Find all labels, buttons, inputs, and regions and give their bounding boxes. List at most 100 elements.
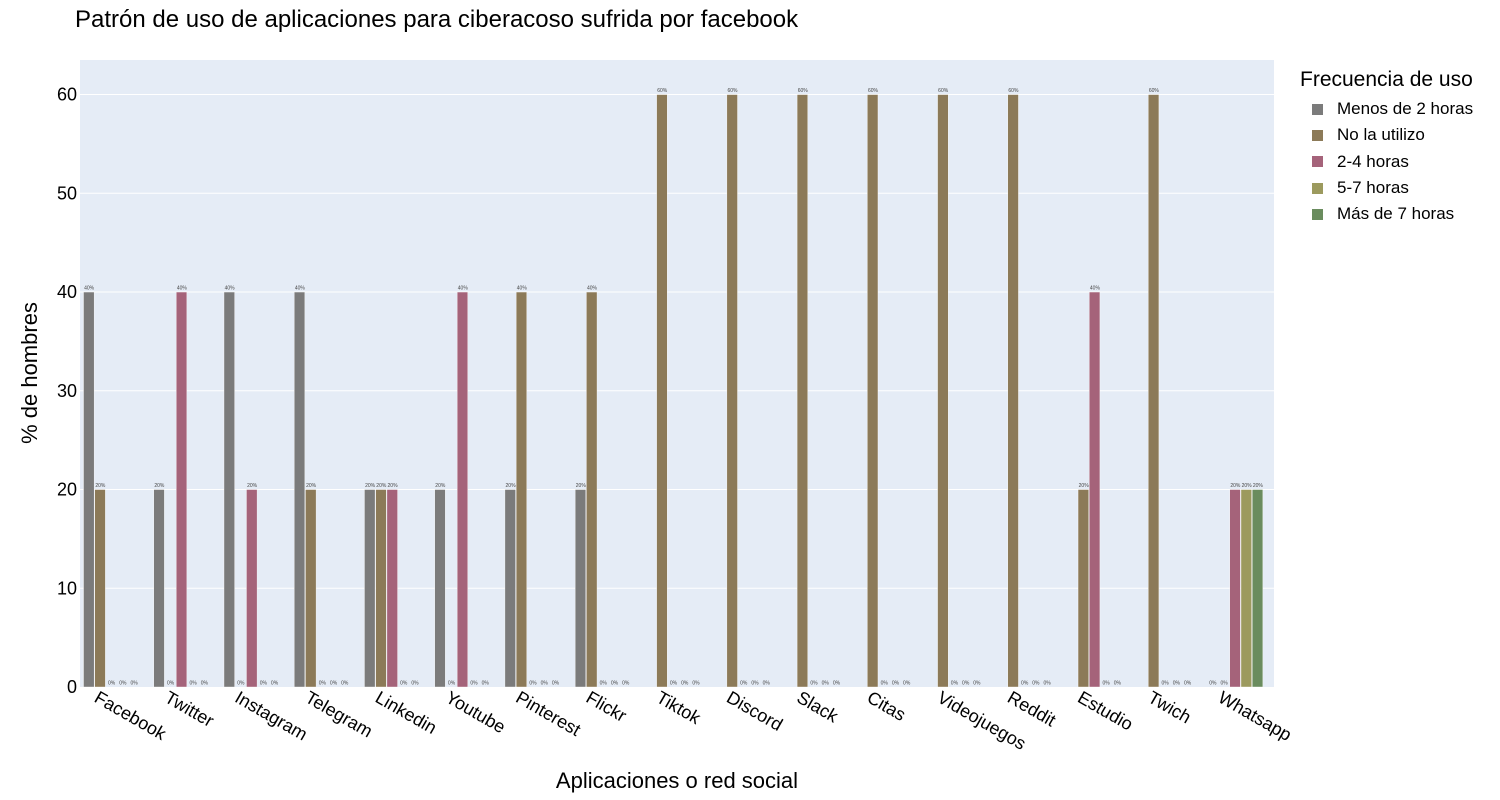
bar-labels: 40%20%0% 0% 0%20%0%40%0% 0%40%0%20%0% 0%40%2… <box>84 88 1263 686</box>
legend-item[interactable]: Más de 7 horas <box>1300 201 1473 227</box>
bar-data-label: 0% <box>271 681 279 687</box>
bar-data-label: 20% <box>576 483 587 489</box>
bar-data-label: 20% <box>154 483 165 489</box>
bar-data-label: 0% <box>482 681 490 687</box>
bar-data-label: 0% <box>237 681 245 687</box>
bar <box>937 94 949 688</box>
x-tick-label: Whatsapp <box>1215 687 1295 745</box>
legend-item[interactable]: 5-7 horas <box>1300 175 1473 201</box>
legend-label: 5-7 horas <box>1337 178 1409 198</box>
bar <box>867 94 879 688</box>
bar-data-label: 20% <box>388 483 399 489</box>
bar-data-label: 20% <box>376 483 387 489</box>
x-tick-label: Telegram <box>302 687 376 741</box>
x-tick-label: Tiktok <box>653 687 705 728</box>
bar-data-label: 0% <box>810 681 818 687</box>
gridlines <box>80 94 1274 589</box>
bar-data-label: 0% <box>119 681 127 687</box>
bar-data-label: 0% <box>201 681 209 687</box>
legend: Frecuencia de uso Menos de 2 horas No la … <box>1300 68 1473 227</box>
legend-swatch <box>1312 156 1323 168</box>
bar-data-label: 60% <box>938 88 949 94</box>
bar-data-label: 0% <box>1032 681 1040 687</box>
legend-item[interactable]: 2-4 horas <box>1300 149 1473 175</box>
x-tick-label: Linkedin <box>372 687 440 738</box>
bar-data-label: 0% <box>470 681 478 687</box>
bar-data-label: 20% <box>1079 483 1090 489</box>
bar-data-label: 0% <box>341 681 349 687</box>
bar <box>386 489 398 688</box>
bar-data-label: 0% <box>740 681 748 687</box>
bar-data-label: 0% <box>751 681 759 687</box>
bar-data-label: 0% <box>167 681 175 687</box>
bars <box>83 94 1264 688</box>
bar <box>796 94 808 688</box>
legend-item[interactable]: No la utilizo <box>1300 122 1473 148</box>
bar <box>586 291 598 688</box>
x-tick-label: Slack <box>793 687 842 727</box>
bar-data-label: 0% <box>411 681 419 687</box>
bar <box>574 489 586 688</box>
x-tick-label: Pinterest <box>513 687 585 740</box>
bar <box>434 489 446 688</box>
plot-area <box>80 60 1274 687</box>
bar <box>726 94 738 688</box>
bar <box>456 291 469 688</box>
bar <box>504 489 516 688</box>
bar <box>1148 94 1160 688</box>
legend-title: Frecuencia de uso <box>1300 68 1473 91</box>
bar-data-label: 0% <box>903 681 911 687</box>
bar <box>364 489 376 688</box>
x-tick-label: Discord <box>723 687 786 735</box>
bar <box>305 489 317 688</box>
y-tick-label: 30 <box>57 381 77 401</box>
bar-data-label: 0% <box>130 681 138 687</box>
bar-data-label: 0% <box>622 681 630 687</box>
x-tick-label: Citas <box>864 687 910 725</box>
bar-data-label: 0% <box>552 681 560 687</box>
bar-data-label: 20% <box>1230 483 1241 489</box>
x-tick-label: Reddit <box>1004 687 1059 730</box>
bar-data-label: 0% <box>600 681 608 687</box>
chart-title: Patrón de uso de aplicaciones para ciber… <box>75 6 799 33</box>
bar-data-label: 0% <box>330 681 338 687</box>
x-tick-label: Instagram <box>232 687 311 744</box>
legend-label: Menos de 2 horas <box>1337 99 1474 119</box>
bar-data-label: 0% <box>1173 681 1181 687</box>
bar-data-label: 0% <box>973 681 981 687</box>
bar-data-label: 0% <box>692 681 700 687</box>
bar <box>246 489 258 688</box>
bar <box>94 489 106 688</box>
bar-data-label: 60% <box>798 88 809 94</box>
bar-data-label: 0% <box>822 681 830 687</box>
bar-data-label: 0% <box>1221 681 1229 687</box>
bar-data-label: 60% <box>657 88 668 94</box>
bar-data-label: 0% <box>1044 681 1052 687</box>
x-tick-label: Facebook <box>91 687 170 744</box>
bar-data-label: 40% <box>458 286 469 292</box>
y-tick-label: 10 <box>57 578 77 598</box>
y-axis-title: % de hombres <box>17 302 42 444</box>
bar-data-label: 0% <box>1209 681 1217 687</box>
x-tick-label: Youtube <box>442 687 509 737</box>
bar <box>515 291 527 688</box>
bar-data-label: 0% <box>1184 681 1192 687</box>
legend-label: Más de 7 horas <box>1337 204 1455 224</box>
legend-items: Menos de 2 horas No la utilizo 2-4 horas 5-… <box>1300 96 1473 227</box>
legend-label: No la utilizo <box>1337 125 1425 145</box>
bar-data-label: 40% <box>84 286 95 292</box>
y-axis-ticks: 0 10 20 30 40 50 60 <box>57 85 77 697</box>
bar-data-label: 40% <box>517 286 528 292</box>
legend-item[interactable]: Menos de 2 horas <box>1300 96 1473 122</box>
bar-data-label: 60% <box>868 88 879 94</box>
bar-data-label: 40% <box>177 286 188 292</box>
bar <box>83 291 95 688</box>
bar <box>176 291 188 688</box>
bar-data-label: 20% <box>1253 483 1264 489</box>
bar-data-label: 40% <box>225 286 236 292</box>
x-tick-label: Flickr <box>583 687 630 726</box>
bar <box>153 489 165 688</box>
bar-data-label: 0% <box>763 681 771 687</box>
bar-data-label: 40% <box>295 286 306 292</box>
